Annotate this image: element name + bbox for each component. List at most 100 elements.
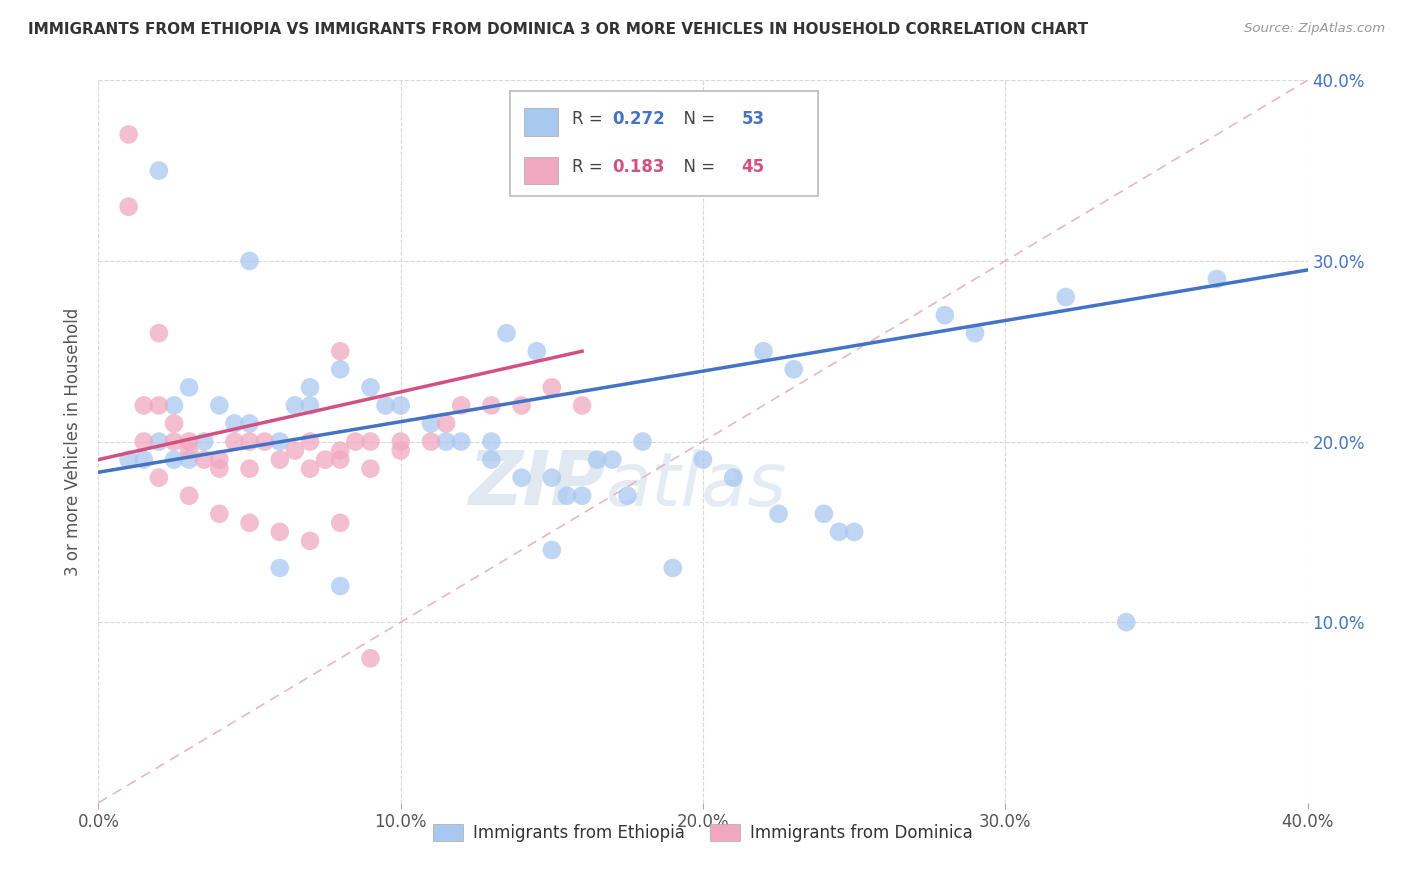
Point (224, 417, 246, 431)
Point (329, 443, 352, 458)
Y-axis label: 3 or more Vehicles in Household: 3 or more Vehicles in Household (65, 308, 83, 575)
Point (239, 461, 262, 475)
Point (1115, 615, 1137, 630)
Point (179, 489, 201, 503)
Legend: Immigrants from Ethiopia, Immigrants from Dominica: Immigrants from Ethiopia, Immigrants fro… (426, 817, 980, 848)
Point (179, 452, 201, 467)
Text: N =: N = (673, 110, 720, 128)
Point (481, 452, 503, 467)
Point (844, 524, 866, 539)
Point (269, 452, 291, 467)
Bar (524, 157, 558, 185)
Point (193, 434, 215, 449)
Point (269, 561, 291, 575)
Point (239, 516, 262, 530)
Point (148, 326, 170, 340)
Point (571, 489, 593, 503)
Point (540, 380, 562, 394)
Point (299, 398, 322, 412)
Point (148, 471, 170, 485)
Point (329, 516, 352, 530)
Text: Source: ZipAtlas.com: Source: ZipAtlas.com (1244, 22, 1385, 36)
Point (299, 434, 322, 449)
Point (389, 434, 412, 449)
Point (118, 128, 141, 142)
Point (329, 452, 352, 467)
Point (132, 452, 155, 467)
Point (481, 398, 503, 412)
Point (163, 452, 186, 467)
Text: 0.183: 0.183 (613, 158, 665, 176)
Point (602, 452, 624, 467)
Point (813, 507, 835, 521)
Text: R =: R = (572, 110, 609, 128)
Point (510, 471, 533, 485)
Point (389, 443, 412, 458)
Point (329, 362, 352, 376)
Point (768, 507, 790, 521)
Point (284, 443, 307, 458)
Point (1206, 272, 1229, 286)
Point (510, 398, 533, 412)
Point (540, 471, 562, 485)
Point (495, 326, 517, 340)
Text: atlas: atlas (606, 449, 787, 521)
Point (208, 507, 231, 521)
Point (118, 452, 141, 467)
Point (179, 434, 201, 449)
Point (783, 362, 806, 376)
Point (434, 434, 457, 449)
Point (118, 200, 141, 214)
Point (329, 344, 352, 359)
Point (269, 434, 291, 449)
Point (163, 434, 186, 449)
Point (299, 533, 322, 548)
Point (344, 434, 367, 449)
Point (148, 434, 170, 449)
Point (481, 434, 503, 449)
Point (148, 398, 170, 412)
Point (132, 434, 155, 449)
Point (269, 524, 291, 539)
Point (239, 254, 262, 268)
Point (299, 380, 322, 394)
Text: R =: R = (572, 158, 609, 176)
Point (965, 326, 987, 340)
Point (193, 452, 215, 467)
Point (723, 471, 745, 485)
Point (571, 398, 593, 412)
Point (434, 417, 457, 431)
Point (148, 163, 170, 178)
Text: 53: 53 (742, 110, 765, 128)
Text: IMMIGRANTS FROM ETHIOPIA VS IMMIGRANTS FROM DOMINICA 3 OR MORE VEHICLES IN HOUSE: IMMIGRANTS FROM ETHIOPIA VS IMMIGRANTS F… (28, 22, 1088, 37)
Point (299, 461, 322, 475)
Point (631, 434, 654, 449)
Point (526, 344, 548, 359)
Point (163, 398, 186, 412)
Point (284, 398, 307, 412)
Point (179, 380, 201, 394)
FancyBboxPatch shape (509, 91, 818, 196)
Point (616, 489, 638, 503)
Point (661, 561, 683, 575)
Point (420, 417, 443, 431)
Point (253, 434, 276, 449)
Point (179, 443, 201, 458)
Point (555, 489, 578, 503)
Point (208, 452, 231, 467)
Point (239, 434, 262, 449)
Point (360, 461, 382, 475)
Point (450, 398, 472, 412)
Point (360, 380, 382, 394)
Point (934, 308, 956, 322)
Point (389, 398, 412, 412)
Point (586, 452, 609, 467)
Point (163, 417, 186, 431)
Text: ZIP: ZIP (470, 449, 606, 522)
Text: 0.272: 0.272 (613, 110, 665, 128)
Text: 45: 45 (742, 158, 765, 176)
Point (208, 398, 231, 412)
Point (329, 579, 352, 593)
Point (360, 434, 382, 449)
Point (374, 398, 396, 412)
